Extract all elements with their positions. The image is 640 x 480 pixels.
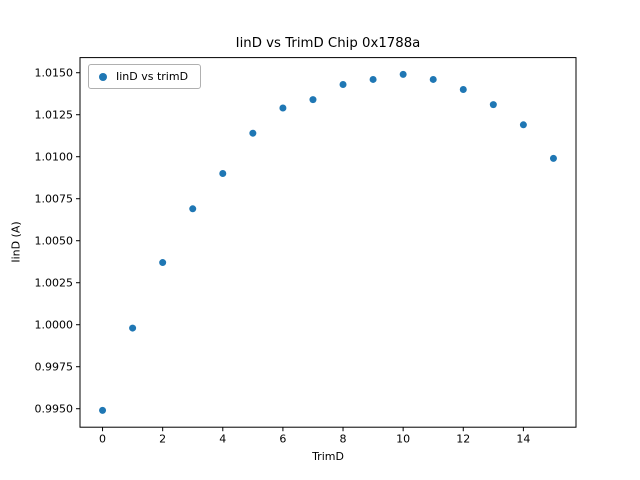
x-tick-label: 2 <box>159 433 166 446</box>
data-point <box>429 75 437 83</box>
data-point <box>159 259 167 267</box>
data-point <box>309 96 317 104</box>
axes-frame <box>79 57 577 428</box>
x-tick-label: 12 <box>456 433 470 446</box>
data-point <box>369 75 377 83</box>
legend-marker-icon <box>99 72 107 81</box>
data-point <box>129 324 137 332</box>
x-tick-label: 14 <box>516 433 530 446</box>
data-point <box>279 104 287 112</box>
data-point <box>549 154 557 162</box>
data-point <box>249 129 257 137</box>
data-point <box>99 406 107 414</box>
x-tick-label: 0 <box>99 433 106 446</box>
y-tick-label: 1.0050 <box>35 235 74 248</box>
x-tick-label: 6 <box>279 433 286 446</box>
x-tick-label: 4 <box>219 433 226 446</box>
x-tick-label: 10 <box>396 433 410 446</box>
y-tick-label: 1.0025 <box>35 277 74 290</box>
y-tick-label: 1.0125 <box>35 109 74 122</box>
data-point <box>339 80 347 88</box>
x-tick-label: 8 <box>340 433 347 446</box>
data-point <box>459 86 467 94</box>
y-tick-label: 0.9975 <box>35 361 74 374</box>
y-tick-label: 1.0150 <box>35 67 74 80</box>
x-axis-label: TrimD <box>312 450 344 463</box>
y-tick-label: 1.0000 <box>35 319 74 332</box>
chart-title: IinD vs TrimD Chip 0x1788a <box>235 36 421 51</box>
data-point <box>519 121 527 129</box>
y-axis-label: IinD (A) <box>9 221 23 263</box>
y-tick-label: 1.0100 <box>35 151 74 164</box>
y-tick-label: 1.0075 <box>35 193 74 206</box>
data-point <box>219 170 227 178</box>
data-point <box>399 70 407 78</box>
y-tick-label: 0.9950 <box>35 403 74 416</box>
legend: IinD vs trimD <box>88 64 202 89</box>
data-point <box>189 205 197 213</box>
data-point <box>489 101 497 109</box>
legend-label: IinD vs trimD <box>116 70 189 83</box>
